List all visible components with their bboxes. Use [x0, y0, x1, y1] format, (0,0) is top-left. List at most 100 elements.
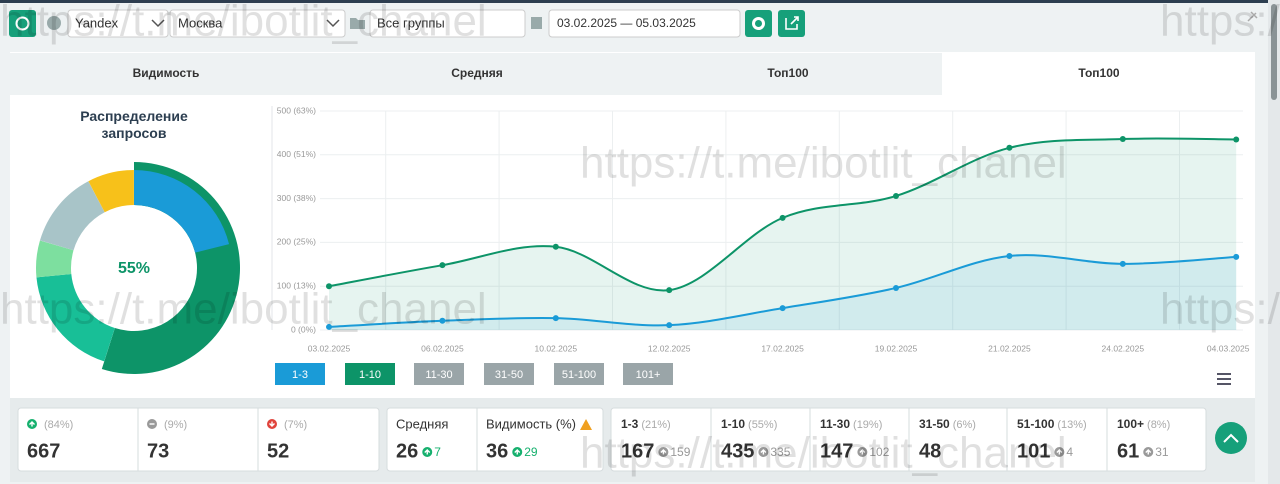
- x-tick-label: 17.02.2025: [761, 343, 804, 353]
- legend-label: 11-30: [425, 369, 452, 381]
- donut-segment: [36, 274, 115, 362]
- metric-label: Средняя: [396, 416, 448, 431]
- position-pct: (6%): [953, 419, 976, 431]
- tab-bar: [10, 53, 942, 95]
- trend-glyph: [660, 449, 667, 455]
- stat-pct: (7%): [284, 419, 307, 431]
- stat-pct: (9%): [164, 419, 187, 431]
- position-label: 100+: [1117, 417, 1144, 431]
- series-point: [1119, 136, 1126, 143]
- series-point: [439, 262, 446, 269]
- metric-label: Видимость (%): [486, 416, 576, 431]
- trend-glyph: [1145, 449, 1152, 455]
- y-tick-label: 500 (63%): [277, 105, 316, 115]
- scroll-thumb[interactable]: [1271, 4, 1277, 100]
- y-tick-label: 100 (13%): [277, 280, 316, 290]
- donut-center: 55%: [118, 260, 150, 277]
- legend-button[interactable]: [414, 363, 464, 385]
- watermark: https://t.me/ibotlit_chanel: [0, 285, 487, 334]
- watermark: https://t.me/ibotlit_chanel: [580, 429, 1067, 478]
- position-label: 1-10: [721, 417, 745, 431]
- top-bar: [0, 0, 1280, 3]
- tab-label[interactable]: Топ100: [1078, 66, 1120, 80]
- series-point: [326, 323, 332, 330]
- y-tick-label: 300 (38%): [277, 193, 316, 203]
- series-point: [1119, 260, 1126, 267]
- legend-label: 1-10: [359, 369, 381, 381]
- group-text: Все группы: [377, 15, 445, 30]
- group-select[interactable]: [369, 9, 526, 38]
- position-value: 61: [1117, 440, 1139, 462]
- legend-label: 101+: [636, 369, 661, 381]
- trend-glyph: [269, 421, 275, 427]
- series-point: [1006, 144, 1013, 151]
- tab-label[interactable]: Топ100: [767, 66, 809, 80]
- gear-icon: [752, 17, 765, 30]
- stat-value: 667: [27, 440, 60, 462]
- date-select[interactable]: [548, 9, 741, 38]
- settings-button[interactable]: [745, 10, 772, 37]
- position-pct: (55%): [748, 419, 777, 431]
- region-text: Москва: [178, 15, 223, 30]
- series-area: [329, 138, 1237, 330]
- donut-segment: [39, 181, 105, 251]
- position-label: 11-30: [820, 417, 850, 431]
- position-pct: (8%): [1147, 419, 1170, 431]
- series-area: [329, 255, 1237, 330]
- position-label: 31-50: [919, 417, 950, 431]
- watermark: https://t.me/ibotlit_chanel: [1160, 285, 1280, 334]
- trend-glyph: [1056, 449, 1063, 455]
- stat-change: 7: [434, 445, 441, 459]
- series-point: [1233, 136, 1240, 143]
- globe-icon: [47, 16, 61, 30]
- trend-glyph: [514, 449, 521, 455]
- legend-button[interactable]: [275, 363, 325, 385]
- series-point: [779, 305, 786, 312]
- y-tick-label: 400 (51%): [277, 149, 316, 159]
- date-text: 03.02.2025 — 05.03.2025: [557, 16, 696, 30]
- engine-select[interactable]: [67, 9, 169, 38]
- legend-button[interactable]: [484, 363, 534, 385]
- tab-label[interactable]: Видимость: [133, 66, 200, 80]
- menu-icon[interactable]: [1217, 373, 1231, 385]
- watermark: https://t.me/ibotlit_chanel: [0, 0, 487, 46]
- donut-segment: [88, 170, 134, 213]
- active-tab[interactable]: [942, 53, 1255, 95]
- trend-glyph: [859, 449, 866, 455]
- tab-label[interactable]: Средняя: [451, 66, 503, 80]
- metric-value: 26: [396, 440, 418, 462]
- series-point: [779, 214, 786, 221]
- position-pct: (19%): [853, 419, 882, 431]
- legend-button[interactable]: [345, 363, 395, 385]
- trend-glyph: [760, 449, 767, 455]
- summary-box: [17, 407, 380, 472]
- position-pct: (21%): [641, 419, 670, 431]
- scroll-top-button[interactable]: [1215, 422, 1247, 454]
- x-tick-label: 04.03.2025: [1207, 343, 1250, 353]
- y-tick-label: 0 (0%): [291, 324, 316, 334]
- y-tick-label: 200 (25%): [277, 237, 316, 247]
- series-point: [666, 322, 673, 329]
- refresh-button[interactable]: [9, 10, 36, 37]
- stat-change: 29: [524, 445, 538, 459]
- series-point: [439, 317, 446, 324]
- legend-button[interactable]: [554, 363, 604, 385]
- legend-button[interactable]: [623, 363, 673, 385]
- x-tick-label: 24.02.2025: [1102, 343, 1145, 353]
- x-tick-label: 12.02.2025: [648, 343, 691, 353]
- series-point: [326, 283, 332, 290]
- x-tick-label: 03.02.2025: [308, 343, 351, 353]
- x-tick-label: 06.02.2025: [421, 343, 464, 353]
- donut-segment: [35, 240, 74, 278]
- trend-glyph: [424, 449, 431, 455]
- series-point: [1233, 253, 1240, 260]
- series-point: [552, 315, 559, 322]
- scrollbar[interactable]: [1268, 0, 1280, 484]
- region-select[interactable]: [169, 9, 346, 38]
- position-pct: (13%): [1057, 419, 1086, 431]
- stat-value: 73: [147, 440, 169, 462]
- stat-value: 52: [267, 440, 289, 462]
- engine-text: Yandex: [75, 15, 119, 30]
- position-label: 51-100: [1017, 417, 1055, 431]
